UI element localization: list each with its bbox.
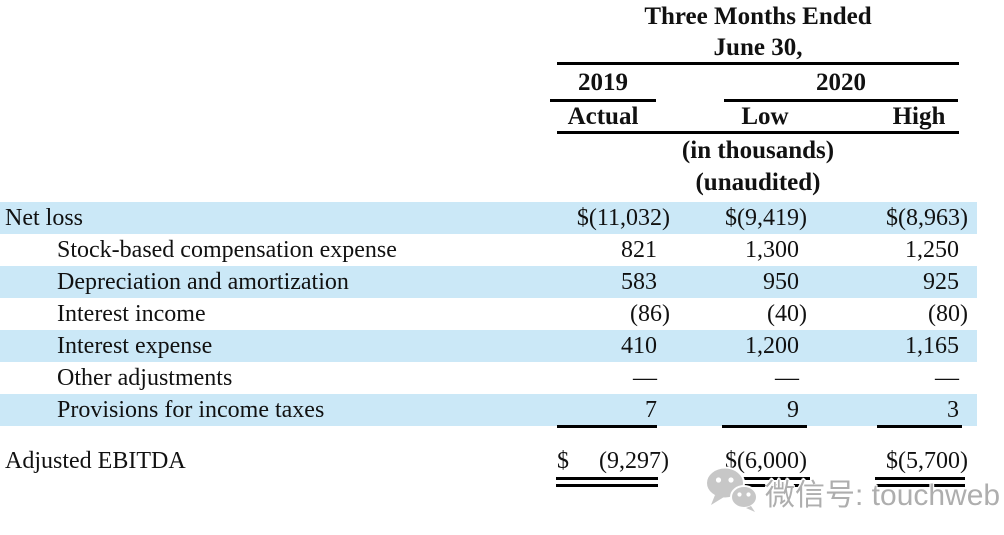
row-label: Depreciation and amortization: [57, 269, 349, 295]
row-label: Interest income: [57, 301, 206, 327]
table-row-net-loss: Net loss $(11,032) $(9,419) $(8,963): [0, 202, 977, 234]
header-top-rule: [557, 62, 959, 65]
currency-symbol: $: [557, 448, 569, 474]
cell-actual: 821: [621, 237, 657, 263]
row-label: Net loss: [5, 205, 83, 231]
cell-low: —: [775, 365, 799, 391]
column-header-low: Low: [741, 103, 789, 130]
cell-high: —: [935, 365, 959, 391]
period-title-line1: Three Months Ended: [644, 3, 872, 30]
watermark: 微信号: touchweb: [704, 466, 1000, 517]
row-label: Other adjustments: [57, 365, 233, 391]
cell-actual: 583: [621, 269, 657, 295]
total-double-rule-low: [719, 477, 810, 487]
row-label: Adjusted EBITDA: [5, 448, 186, 474]
table-row-interest-expense: Interest expense 410 1,200 1,165: [0, 330, 977, 362]
table-row-depreciation: Depreciation and amortization 583 950 92…: [0, 266, 977, 298]
cell-actual: $(11,032): [576, 205, 670, 231]
cell-actual: $ (9,297): [557, 444, 669, 478]
column-header-high: High: [892, 103, 946, 130]
total-double-rule-actual: [556, 477, 658, 487]
row-label: Stock-based compensation expense: [57, 237, 397, 263]
row-label: Provisions for income taxes: [57, 397, 325, 423]
cell-low: (40): [767, 301, 807, 327]
cell-high: 1,250: [905, 237, 959, 263]
audit-note: (unaudited): [695, 169, 821, 196]
total-double-rule-high: [875, 477, 965, 487]
cell-high: (80): [928, 301, 968, 327]
watermark-text: 微信号: touchweb: [765, 478, 1001, 512]
row-label: Interest expense: [57, 333, 213, 359]
units-note: (in thousands): [681, 137, 835, 164]
cell-low: 1,200: [745, 333, 799, 359]
cell-low: 1,300: [745, 237, 799, 263]
cell-high: $(8,963): [886, 205, 968, 231]
cell-actual: 7: [645, 397, 657, 423]
cell-actual: —: [633, 365, 657, 391]
cell-low: $(9,419): [725, 205, 807, 231]
period-title-line2: June 30,: [713, 34, 803, 61]
year-2019-underline: [550, 99, 656, 102]
cell-actual: 410: [621, 333, 657, 359]
cell-high: 925: [923, 269, 959, 295]
cell-high: $(5,700): [886, 448, 968, 474]
column-header-actual: Actual: [567, 103, 639, 130]
wechat-icon: [704, 466, 758, 517]
cell-low: 950: [763, 269, 799, 295]
cell-actual: (86): [630, 301, 670, 327]
table-row-other-adjustments: Other adjustments — — —: [0, 362, 977, 394]
table-row-income-taxes: Provisions for income taxes 7 9 3: [0, 394, 977, 426]
cell-high: 1,165: [905, 333, 959, 359]
subtotal-rule-actual: [557, 425, 657, 428]
subtotal-rule-high: [877, 425, 962, 428]
cell-low: 9: [787, 397, 799, 423]
subtotal-rule-low: [722, 425, 807, 428]
year-2020-underline: [724, 99, 958, 102]
year-2020-header: 2020: [816, 69, 866, 96]
year-2019-header: 2019: [578, 69, 628, 96]
table-row-stock-comp: Stock-based compensation expense 821 1,3…: [0, 234, 977, 266]
total-value-actual: (9,297): [599, 448, 669, 474]
cell-low: $(6,000): [725, 448, 807, 474]
header-bottom-rule: [557, 131, 959, 134]
table-row-adjusted-ebitda: Adjusted EBITDA $ (9,297) $(6,000) $(5,7…: [0, 444, 977, 478]
cell-high: 3: [947, 397, 959, 423]
table-row-interest-income: Interest income (86) (40) (80): [0, 298, 977, 330]
